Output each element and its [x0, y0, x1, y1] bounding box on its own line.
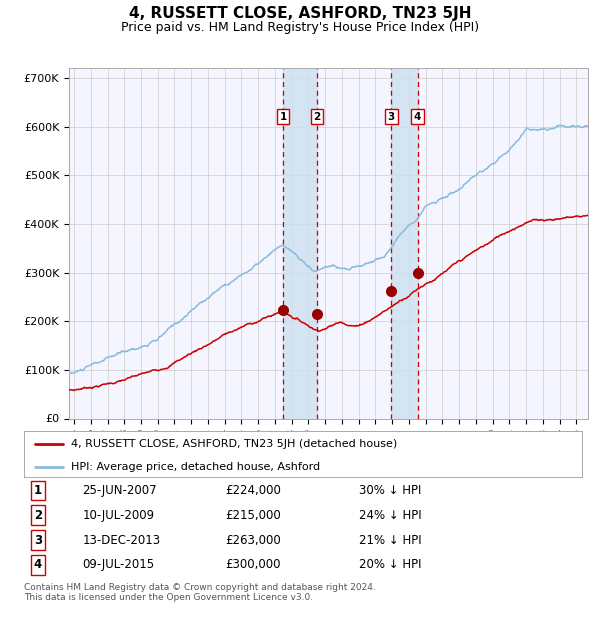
- Text: £224,000: £224,000: [225, 484, 281, 497]
- Text: 3: 3: [388, 112, 395, 122]
- Text: 2: 2: [313, 112, 321, 122]
- Text: 1: 1: [280, 112, 287, 122]
- Text: £263,000: £263,000: [225, 534, 281, 546]
- Text: 25-JUN-2007: 25-JUN-2007: [83, 484, 157, 497]
- Text: 4, RUSSETT CLOSE, ASHFORD, TN23 5JH (detached house): 4, RUSSETT CLOSE, ASHFORD, TN23 5JH (det…: [71, 439, 398, 449]
- Text: Price paid vs. HM Land Registry's House Price Index (HPI): Price paid vs. HM Land Registry's House …: [121, 21, 479, 34]
- Text: 21% ↓ HPI: 21% ↓ HPI: [359, 534, 421, 546]
- Text: 13-DEC-2013: 13-DEC-2013: [83, 534, 161, 546]
- Text: 4: 4: [414, 112, 421, 122]
- Text: 30% ↓ HPI: 30% ↓ HPI: [359, 484, 421, 497]
- Text: 2: 2: [34, 509, 42, 521]
- Bar: [391, 68, 418, 418]
- Text: HPI: Average price, detached house, Ashford: HPI: Average price, detached house, Ashf…: [71, 462, 320, 472]
- Text: 10-JUL-2009: 10-JUL-2009: [83, 509, 155, 521]
- Text: 1: 1: [34, 484, 42, 497]
- Text: £300,000: £300,000: [225, 559, 280, 571]
- Text: Contains HM Land Registry data © Crown copyright and database right 2024.
This d: Contains HM Land Registry data © Crown c…: [24, 583, 376, 602]
- Text: 4, RUSSETT CLOSE, ASHFORD, TN23 5JH: 4, RUSSETT CLOSE, ASHFORD, TN23 5JH: [129, 6, 471, 21]
- Text: 4: 4: [34, 559, 42, 571]
- Text: 24% ↓ HPI: 24% ↓ HPI: [359, 509, 421, 521]
- Text: £215,000: £215,000: [225, 509, 281, 521]
- Text: 20% ↓ HPI: 20% ↓ HPI: [359, 559, 421, 571]
- Text: 3: 3: [34, 534, 42, 546]
- Bar: [283, 68, 317, 418]
- Text: 09-JUL-2015: 09-JUL-2015: [83, 559, 155, 571]
